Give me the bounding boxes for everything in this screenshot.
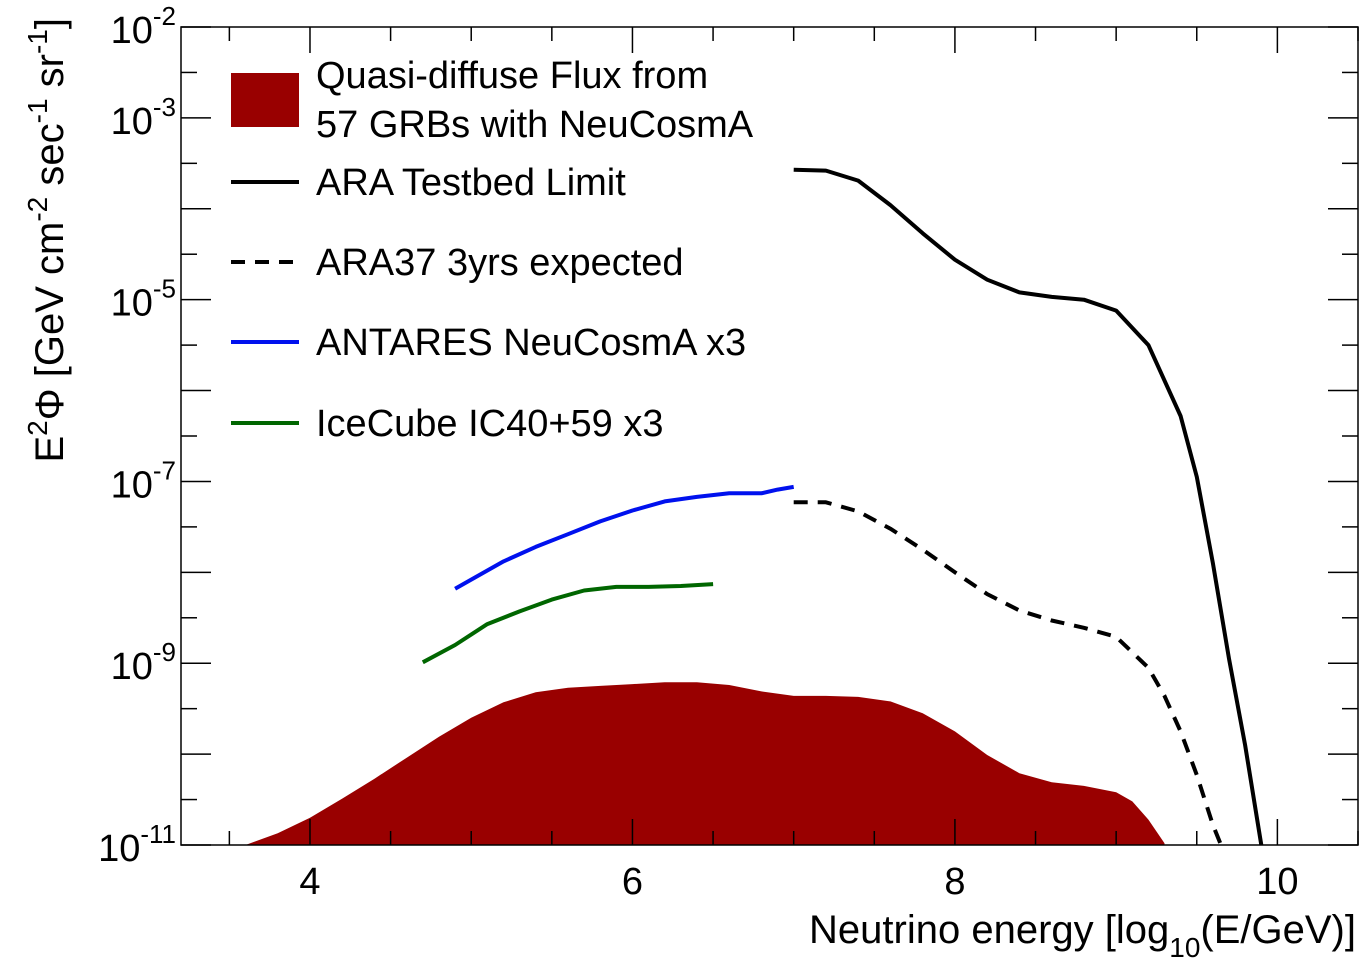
legend-entry-icecube-ic40-59-x3: IceCube IC40+59 x3 (231, 403, 664, 445)
series-layer (245, 167, 1264, 846)
legend-entry-ara37-3yrs-expected: ARA37 3yrs expected (231, 242, 684, 284)
y-axis-label: E2Φ [GeV cm-2 sec-1 sr-1] (22, 18, 72, 463)
legend-entry-ara-testbed-limit: ARA Testbed Limit (231, 162, 626, 204)
x-tick-label: 10 (1256, 861, 1298, 903)
y-tick-label: 10-7 (111, 455, 176, 506)
series-ara-testbed-limit-line (793, 167, 1264, 846)
legend-entry-antares-neucosma-x3: ANTARES NeuCosmA x3 (231, 322, 746, 364)
axes-layer: 10-11 10-9 10-7 10-5 10-3 10-2 4 6 8 10 (98, 1, 1359, 903)
legend-label: ANTARES NeuCosmA x3 (316, 322, 746, 364)
legend-label: 57 GRBs with NeuCosmA (316, 104, 754, 146)
legend-entry-quasi-diffuse-flux-from-57-grbs-with-neucosma: Quasi-diffuse Flux from 57 GRBs with NeuC… (231, 55, 754, 146)
x-tick-label: 8 (944, 861, 965, 903)
y-tick-label: 10-2 (111, 1, 176, 52)
legend-label: IceCube IC40+59 x3 (316, 403, 664, 445)
x-tick-label: 4 (299, 861, 320, 903)
y-tick-label: 10-3 (111, 92, 176, 143)
axis-labels: Neutrino energy [log10(E/GeV)] E2Φ [GeV c… (22, 18, 1356, 963)
legend-label: ARA37 3yrs expected (316, 242, 684, 284)
series-icecube-ic40-59-x3-line (421, 582, 714, 665)
legend: Quasi-diffuse Flux from 57 GRBs with NeuC… (231, 55, 754, 445)
series-antares-neucosma-x3-line (454, 484, 795, 591)
x-axis-label: Neutrino energy [log10(E/GeV)] (809, 908, 1356, 963)
y-tick-label: 10-5 (111, 274, 176, 325)
legend-label: Quasi-diffuse Flux from (316, 55, 708, 97)
series-ara37-3yrs-expected-line (793, 500, 1223, 846)
y-tick-label: 10-9 (111, 637, 176, 688)
series-quasi-diffuse-flux-from-57-grbs-with-neucosma-area (245, 682, 1165, 845)
legend-label: ARA Testbed Limit (316, 162, 626, 204)
x-tick-label: 6 (622, 861, 643, 903)
y-tick-label: 10-11 (98, 819, 176, 870)
legend-swatch (231, 73, 299, 127)
